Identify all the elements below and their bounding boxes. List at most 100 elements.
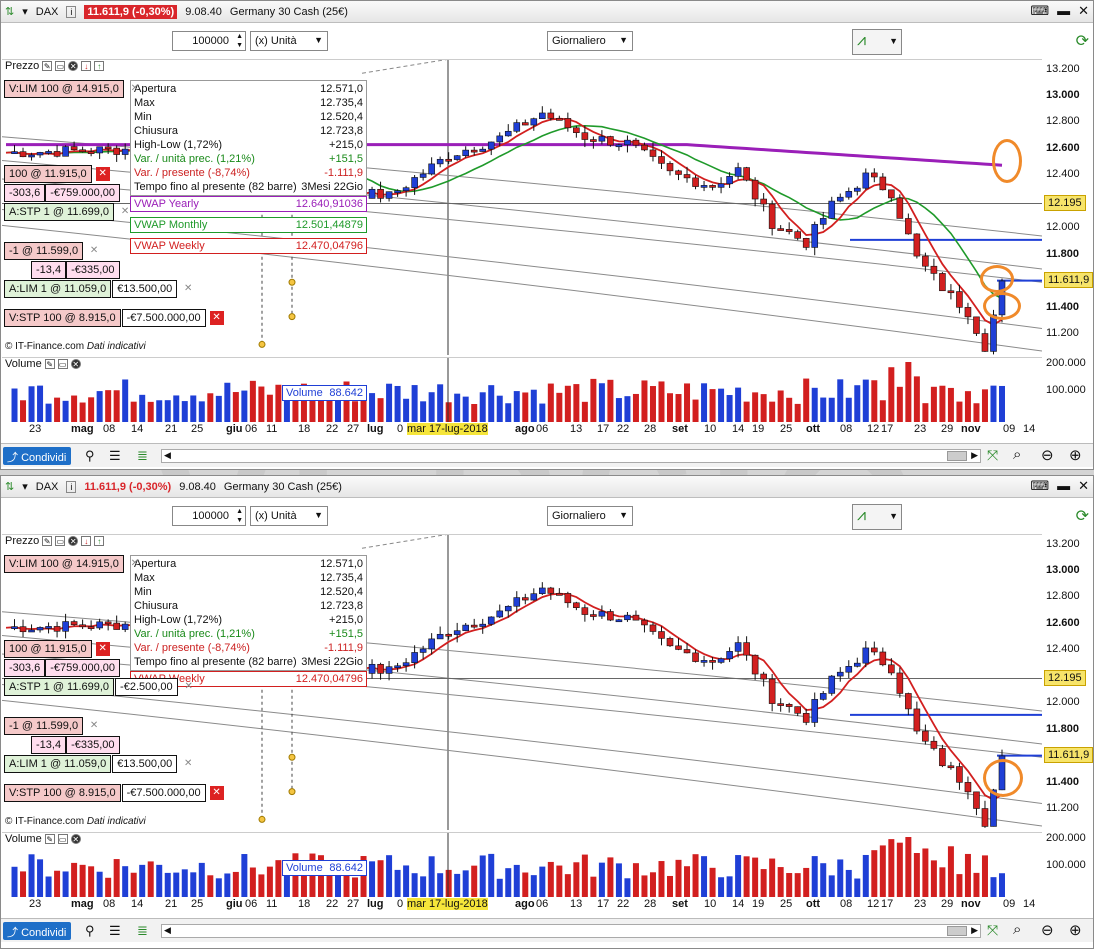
order-a-lim[interactable]: A:LIM 1 @ 11.059,0 €13.500,00 ✕ (4, 755, 195, 773)
zoom-fit-icon[interactable]: ⌕ (1013, 446, 1022, 463)
close-icon[interactable]: ✕ (95, 167, 110, 181)
keyboard-icon[interactable]: ⌨ (1030, 3, 1050, 18)
chevron-down-icon[interactable]: ▾ (22, 481, 28, 493)
position-buy[interactable]: 100 @ 11.915,0 ✕ (4, 640, 110, 658)
info-icon[interactable]: i (66, 480, 77, 493)
candle-body (785, 704, 793, 707)
volume-bar (990, 385, 997, 422)
order-v-stp[interactable]: V:STP 100 @ 8.915,0 -€7.500.000,00 ✕ (4, 784, 224, 802)
close-icon[interactable]: ✕ (184, 283, 193, 294)
volume-bar (28, 386, 35, 422)
chart-type-icon[interactable]: ⇅ (5, 6, 15, 18)
zoom-fit-icon[interactable]: ⌕ (1013, 921, 1022, 938)
volume-plot[interactable] (2, 357, 1042, 422)
close-icon[interactable]: ✕ (184, 681, 193, 692)
close-icon[interactable]: ✕ (120, 206, 130, 217)
period-select[interactable]: Giornaliero ▼ (547, 31, 633, 51)
scroll-left-icon[interactable]: ◀ (164, 925, 171, 935)
position-sell[interactable]: -1 @ 11.599,0 ✕ (4, 242, 101, 260)
order-a-stp-label[interactable]: A:STP 1 @ 11.699,0 (4, 203, 115, 221)
zoom-out-icon[interactable]: ⊖ (1041, 447, 1054, 464)
close-icon[interactable]: ✕ (89, 720, 99, 731)
order-a-stp-label[interactable]: A:STP 1 @ 11.699,0 (4, 678, 115, 696)
volume-bar (139, 864, 146, 897)
layers-icon[interactable]: ≣ (137, 923, 148, 938)
order-v-stp-label[interactable]: V:STP 100 @ 8.915,0 (4, 784, 121, 802)
position-sell-label[interactable]: -1 @ 11.599,0 (4, 242, 84, 260)
order-v-stp[interactable]: V:STP 100 @ 8.915,0 -€7.500.000,00 ✕ (4, 309, 224, 327)
close-icon[interactable]: ✕ (89, 245, 99, 256)
scroll-thumb[interactable] (947, 926, 967, 936)
refresh-icon[interactable]: ⟳ (1075, 508, 1089, 525)
list-icon[interactable]: ☰ (109, 448, 121, 463)
crosshair-tool-icon[interactable]: ⤧ (987, 922, 999, 938)
close-icon[interactable]: ✕ (1078, 3, 1089, 18)
period-select[interactable]: Giornaliero ▼ (547, 506, 633, 526)
close-icon[interactable]: ✕ (130, 83, 140, 94)
chevron-down-icon[interactable]: ▾ (22, 6, 28, 18)
position-sell-label[interactable]: -1 @ 11.599,0 (4, 717, 84, 735)
indicators-button[interactable]: ⩘ ▼ (852, 29, 902, 55)
position-buy[interactable]: 100 @ 11.915,0 ✕ (4, 165, 110, 183)
chevron-down-icon[interactable]: ▼ (889, 511, 898, 521)
indicators-button[interactable]: ⩘ ▼ (852, 504, 902, 530)
zoom-out-icon[interactable]: ⊖ (1041, 922, 1054, 939)
scroll-right-icon[interactable]: ▶ (971, 450, 978, 460)
unit-select[interactable]: (x) Unità ▼ (250, 31, 328, 51)
close-icon[interactable]: ✕ (95, 642, 110, 656)
volume-plot[interactable] (2, 832, 1042, 897)
order-v-lim[interactable]: V:LIM 100 @ 14.915,0 ✕ (4, 80, 142, 98)
unit-select[interactable]: (x) Unità ▼ (250, 506, 328, 526)
order-a-stp[interactable]: A:STP 1 @ 11.699,0 ✕ (4, 203, 132, 221)
share-button[interactable]: ⤴ Condividi (3, 922, 71, 940)
zoom-in-icon[interactable]: ⊕ (1069, 447, 1082, 464)
share-button[interactable]: ⤴ Condividi (3, 447, 71, 465)
volume-bar (922, 403, 929, 422)
order-a-lim-label[interactable]: A:LIM 1 @ 11.059,0 (4, 280, 112, 298)
position-sell[interactable]: -1 @ 11.599,0 ✕ (4, 717, 101, 735)
price-tick-label: 12.600 (1046, 141, 1080, 154)
minimize-icon[interactable]: ▬ (1057, 478, 1071, 493)
close-icon[interactable]: ✕ (1078, 478, 1089, 493)
order-v-lim-label[interactable]: V:LIM 100 @ 14.915,0 (4, 555, 124, 573)
minimize-icon[interactable]: ▬ (1057, 3, 1071, 18)
close-icon[interactable]: ✕ (209, 786, 224, 800)
chart-window-top: ⇅ ▾ DAX i 11.611,9 (-0,30%) 9.08.40 Germ… (0, 0, 1094, 470)
chart-type-icon[interactable]: ⇅ (5, 481, 15, 493)
candle-body (973, 791, 980, 809)
close-icon[interactable]: ✕ (130, 558, 140, 569)
time-scrollbar[interactable]: ◀ ▶ (161, 924, 981, 938)
position-buy-label[interactable]: 100 @ 11.915,0 (4, 165, 92, 183)
order-v-lim[interactable]: V:LIM 100 @ 14.915,0 ✕ (4, 555, 142, 573)
order-v-stp-label[interactable]: V:STP 100 @ 8.915,0 (4, 309, 121, 327)
close-icon[interactable]: ✕ (209, 311, 224, 325)
link-icon[interactable]: ⚲ (85, 448, 95, 463)
order-a-stp[interactable]: A:STP 1 @ 11.699,0 -€2.500,00 ✕ (4, 678, 196, 696)
list-icon[interactable]: ☰ (109, 923, 121, 938)
quantity-stepper[interactable]: ▲ ▼ (236, 508, 243, 524)
quantity-input[interactable]: 100000 ▲ ▼ (172, 506, 246, 526)
quantity-stepper[interactable]: ▲ ▼ (236, 33, 243, 49)
candle-body (11, 151, 18, 154)
time-scrollbar[interactable]: ◀ ▶ (161, 449, 981, 463)
zoom-in-icon[interactable]: ⊕ (1069, 922, 1082, 939)
info-icon[interactable]: i (66, 5, 77, 18)
order-v-lim-label[interactable]: V:LIM 100 @ 14.915,0 (4, 80, 124, 98)
crosshair-tool-icon[interactable]: ⤧ (987, 447, 999, 463)
layers-icon[interactable]: ≣ (137, 448, 148, 463)
close-icon[interactable]: ✕ (184, 758, 193, 769)
refresh-icon[interactable]: ⟳ (1075, 33, 1089, 50)
keyboard-icon[interactable]: ⌨ (1030, 478, 1050, 493)
chevron-down-icon[interactable]: ▼ (889, 36, 898, 46)
order-a-lim[interactable]: A:LIM 1 @ 11.059,0 €13.500,00 ✕ (4, 280, 195, 298)
scroll-left-icon[interactable]: ◀ (164, 450, 171, 460)
volume-bar (896, 386, 903, 422)
volume-bar (147, 401, 154, 422)
scroll-thumb[interactable] (947, 451, 967, 461)
quantity-input[interactable]: 100000 ▲ ▼ (172, 31, 246, 51)
scroll-right-icon[interactable]: ▶ (971, 925, 978, 935)
link-icon[interactable]: ⚲ (85, 923, 95, 938)
candle-body (956, 291, 963, 308)
position-buy-label[interactable]: 100 @ 11.915,0 (4, 640, 92, 658)
order-a-lim-label[interactable]: A:LIM 1 @ 11.059,0 (4, 755, 112, 773)
